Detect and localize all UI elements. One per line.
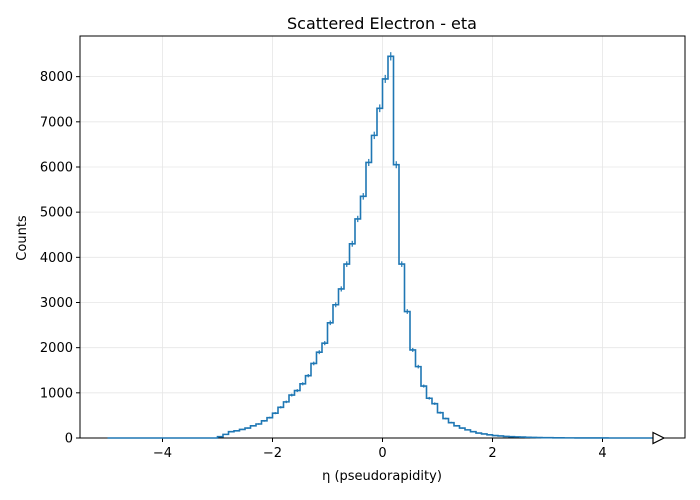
x-axis: −4 −2 0 2 4 (153, 438, 607, 461)
y-axis-title: Counts (15, 215, 30, 261)
x-tick-label: 2 (488, 446, 496, 461)
chart-title: Scattered Electron - eta (287, 14, 477, 33)
x-tick-label: 4 (598, 446, 606, 461)
y-tick-label: 4000 (40, 251, 73, 266)
x-tick-label: −4 (153, 446, 172, 461)
overflow-marker-icon (652, 431, 666, 445)
y-tick-label: 7000 (40, 115, 73, 130)
y-tick-label: 3000 (40, 296, 73, 311)
y-tick-label: 0 (65, 432, 73, 447)
x-axis-title: η (pseudorapidity) (322, 469, 442, 484)
y-axis: 0 1000 2000 3000 4000 5000 6000 7000 8000 (40, 70, 80, 447)
y-tick-label: 6000 (40, 160, 73, 175)
y-tick-label: 8000 (40, 70, 73, 85)
error-bars (219, 52, 606, 438)
y-tick-label: 2000 (40, 341, 73, 356)
y-tick-label: 5000 (40, 206, 73, 221)
x-tick-label: 0 (378, 446, 386, 461)
y-tick-label: 1000 (40, 386, 73, 401)
x-tick-label: −2 (263, 446, 282, 461)
